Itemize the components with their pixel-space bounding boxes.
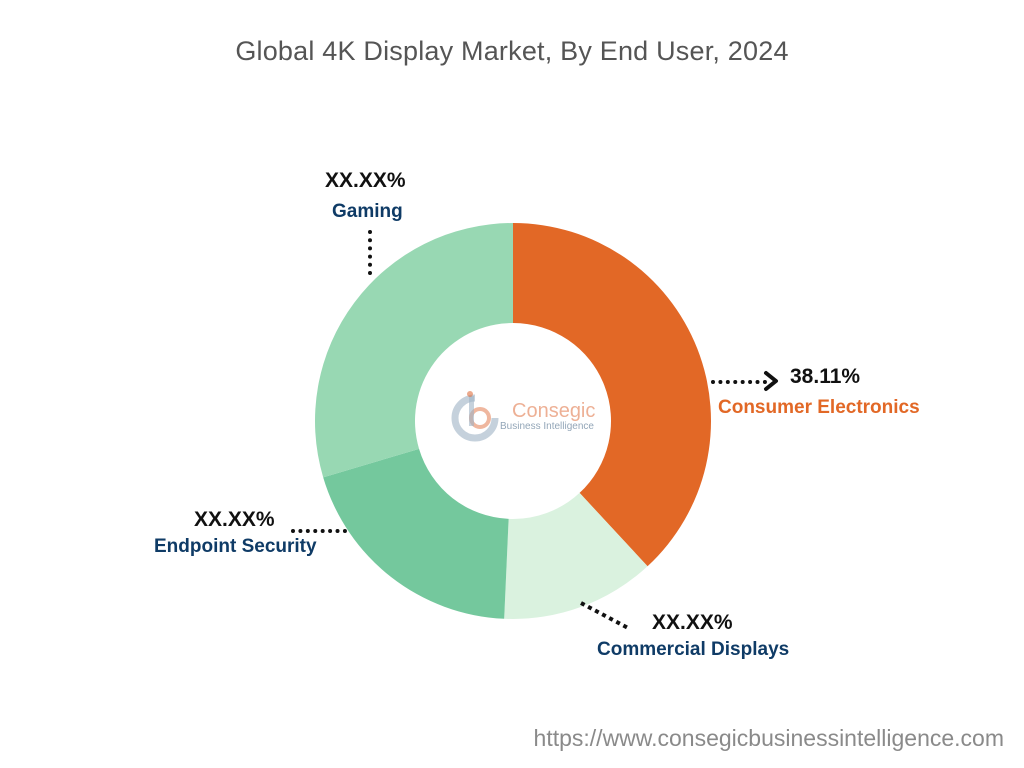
segment-value-gaming: XX.XX% [325,169,406,192]
leader-line-gaming [368,230,372,275]
segment-label-gaming: Gaming [332,201,403,222]
segment-label-endpoint-security: Endpoint Security [154,536,317,557]
segment-value-consumer-electronics: 38.11% [790,365,861,388]
segment-label-consumer-electronics: Consumer Electronics [718,397,920,418]
donut-slice-consumer-electronics [513,223,712,567]
leader-line-commercial-displays [580,601,629,630]
segment-value-commercial-displays: XX.XX% [652,611,733,634]
segment-label-commercial-displays: Commercial Displays [597,639,790,660]
donut-slice-gaming [315,223,513,478]
watermark-brand: Consegic [512,400,596,422]
chevron-right-icon [764,371,778,391]
donut-slice-endpoint-security [323,448,509,619]
source-url: https://www.consegicbusinessintelligence… [533,725,1004,751]
segment-value-endpoint-security: XX.XX% [194,508,275,531]
watermark-tagline: Business Intelligence [500,421,594,432]
leader-line-endpoint-security [291,529,347,533]
leader-line-consumer-electronics [711,380,767,384]
chart-title: Global 4K Display Market, By End User, 2… [235,36,789,66]
consegic-logo-icon [451,391,499,442]
donut-slice-commercial-displays [504,492,648,619]
